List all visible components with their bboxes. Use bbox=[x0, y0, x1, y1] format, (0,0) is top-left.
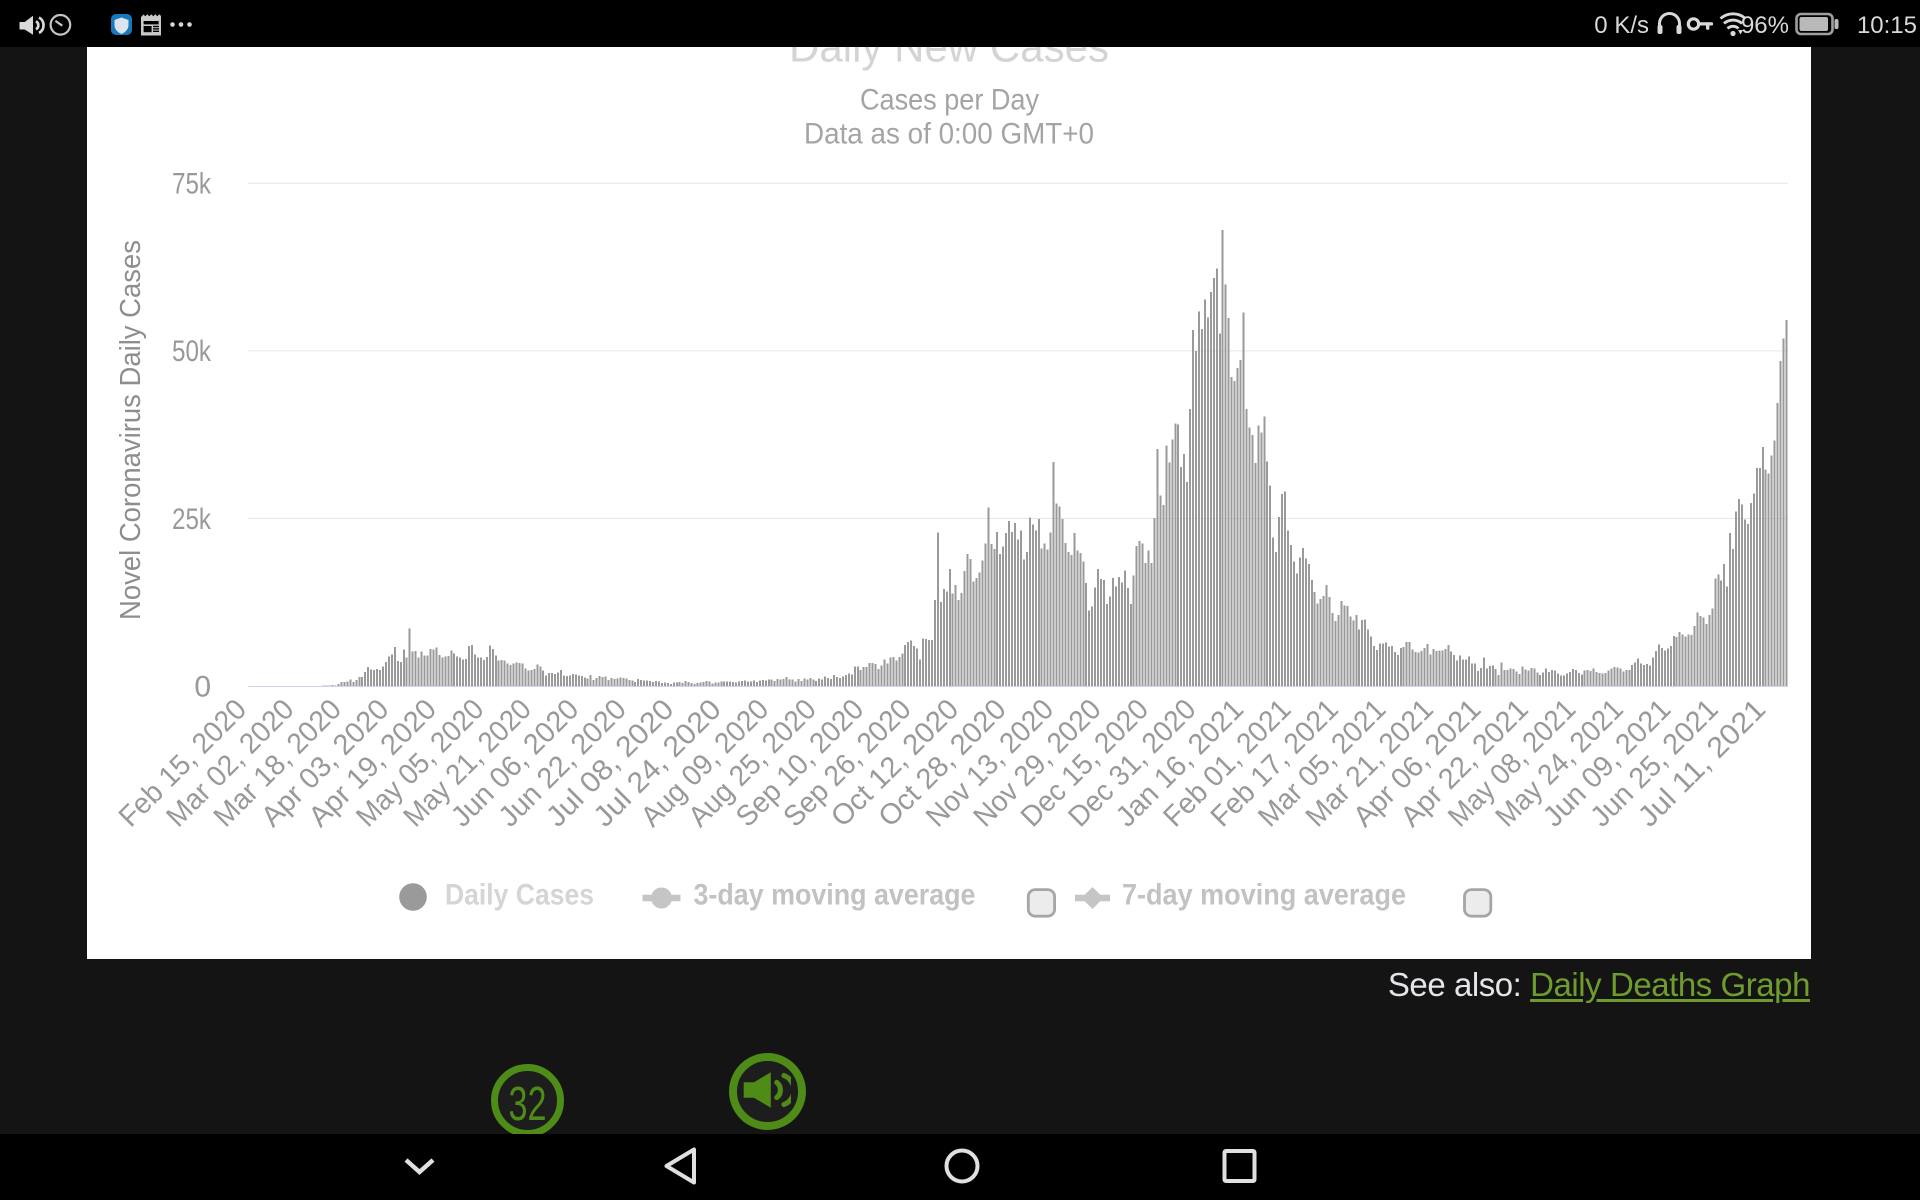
svg-text:50k: 50k bbox=[172, 335, 212, 368]
svg-text:25k: 25k bbox=[172, 503, 212, 536]
svg-text:7-day moving average: 7-day moving average bbox=[1122, 879, 1406, 912]
svg-text:0 K/s: 0 K/s bbox=[1594, 12, 1649, 39]
svg-text:Novel Coronavirus Daily Cases: Novel Coronavirus Daily Cases bbox=[115, 240, 147, 620]
svg-text:Daily Cases: Daily Cases bbox=[445, 879, 594, 912]
svg-text:3-day moving average: 3-day moving average bbox=[694, 879, 976, 912]
svg-text:Daily New Cases: Daily New Cases bbox=[789, 47, 1109, 72]
svg-text:Data as of 0:00 GMT+0: Data as of 0:00 GMT+0 bbox=[804, 118, 1094, 151]
svg-text:96%: 96% bbox=[1741, 12, 1789, 39]
svg-text:10:15: 10:15 bbox=[1857, 12, 1917, 39]
svg-text:75k: 75k bbox=[172, 168, 212, 201]
svg-text:Cases per Day: Cases per Day bbox=[860, 83, 1039, 116]
svg-text:32: 32 bbox=[509, 1078, 547, 1130]
svg-text:0: 0 bbox=[194, 671, 211, 704]
